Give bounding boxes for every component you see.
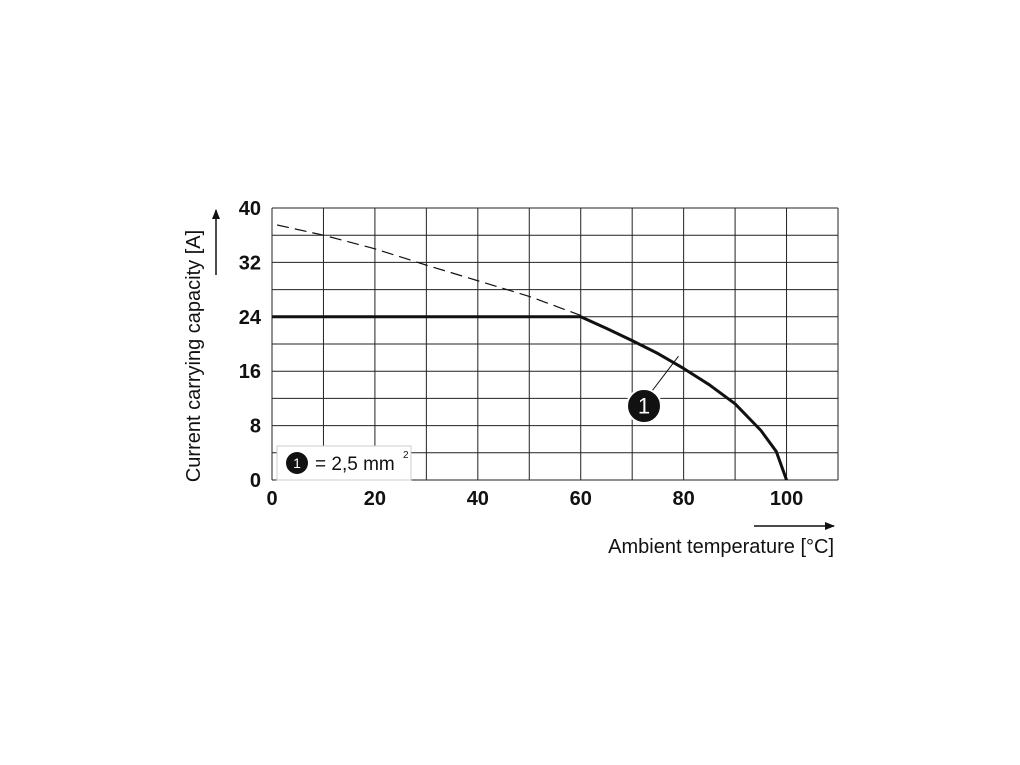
- x-axis-label: Ambient temperature [°C]: [608, 536, 834, 558]
- x-tick-label: 100: [770, 488, 803, 510]
- x-tick-label: 40: [467, 488, 489, 510]
- legend: 1 = 2,5 mm 2: [276, 445, 412, 481]
- chart-grid: [271, 207, 839, 481]
- x-tick-label: 60: [570, 488, 592, 510]
- chart-series: [272, 224, 788, 481]
- series-line-dashed: [277, 224, 581, 317]
- legend-marker-label: 1: [293, 455, 301, 471]
- x-tick-label: 20: [364, 488, 386, 510]
- callout-leader-line: [651, 355, 679, 392]
- y-tick-label: 24: [239, 307, 262, 329]
- x-tick-label: 0: [266, 488, 277, 510]
- y-tick-labels: 0 8 16 24 32 40: [239, 198, 262, 492]
- y-tick-label: 0: [250, 470, 261, 492]
- y-tick-label: 8: [250, 416, 261, 438]
- callout-marker-label: 1: [638, 394, 650, 419]
- y-tick-label: 16: [239, 361, 261, 383]
- legend-text: = 2,5 mm: [315, 454, 395, 475]
- y-axis-label: Current carrying capacity [A]: [183, 230, 205, 482]
- y-tick-label: 40: [239, 198, 261, 220]
- callout-marker-icon: [626, 388, 662, 424]
- curve-callout: 1: [626, 355, 679, 424]
- legend-superscript: 2: [403, 450, 409, 461]
- series-line-solid: [272, 315, 788, 481]
- x-tick-label: 80: [673, 488, 695, 510]
- y-tick-label: 32: [239, 252, 261, 274]
- x-tick-labels: 0 20 40 60 80 100: [266, 488, 803, 510]
- legend-marker-icon: [286, 452, 308, 474]
